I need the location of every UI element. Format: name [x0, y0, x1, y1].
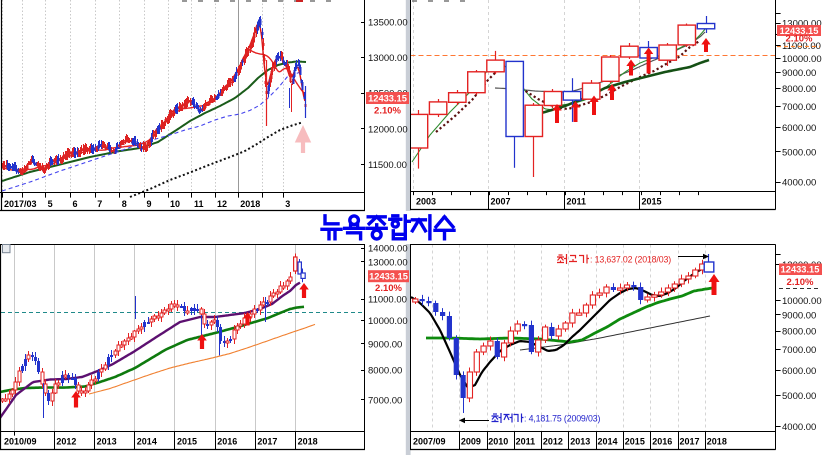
svg-text:8000.00: 8000.00: [782, 84, 816, 95]
svg-text:6000.00: 6000.00: [782, 123, 816, 134]
svg-text:7000.00: 7000.00: [782, 102, 816, 113]
svg-text:2010/09: 2010/09: [4, 437, 37, 447]
svg-text:5000.00: 5000.00: [782, 391, 816, 402]
svg-text:2013: 2013: [570, 437, 590, 447]
svg-text:2018: 2018: [240, 199, 260, 209]
svg-text:2.10%: 2.10%: [786, 34, 813, 45]
svg-text:3: 3: [285, 199, 290, 209]
svg-text:13500.00: 13500.00: [368, 18, 408, 29]
svg-text:: 13,637.02 (2018/03): : 13,637.02 (2018/03): [590, 255, 671, 265]
svg-text:12: 12: [217, 199, 227, 209]
svg-text:2009: 2009: [461, 437, 481, 447]
svg-text:9000.00: 9000.00: [782, 310, 816, 321]
svg-text:2012: 2012: [543, 437, 563, 447]
svg-text:14000.00: 14000.00: [368, 243, 408, 254]
svg-text:2018: 2018: [298, 437, 318, 447]
svg-text:6: 6: [73, 199, 78, 209]
svg-text:2.10%: 2.10%: [374, 106, 401, 117]
svg-text:4000.00: 4000.00: [782, 422, 816, 433]
svg-text:7000.00: 7000.00: [368, 395, 402, 406]
svg-text:2014: 2014: [137, 437, 157, 447]
svg-text:8000.00: 8000.00: [782, 327, 816, 338]
svg-text:12433.15: 12433.15: [368, 94, 407, 104]
svg-text:12433.15: 12433.15: [780, 26, 819, 36]
svg-text:5: 5: [48, 199, 53, 209]
svg-text:2015: 2015: [625, 437, 645, 447]
svg-text:: 4,181.75 (2009/03): : 4,181.75 (2009/03): [524, 414, 600, 424]
svg-text:2016: 2016: [217, 437, 237, 447]
svg-text:10: 10: [170, 199, 180, 209]
svg-text:12433.15: 12433.15: [781, 265, 820, 275]
svg-text:7000.00: 7000.00: [782, 345, 816, 356]
svg-text:13000.00: 13000.00: [368, 257, 408, 268]
svg-text:12433.15: 12433.15: [369, 271, 408, 281]
svg-text:2010: 2010: [488, 437, 508, 447]
svg-text:2014: 2014: [598, 437, 618, 447]
svg-text:2018: 2018: [707, 437, 727, 447]
svg-text:8: 8: [122, 199, 127, 209]
svg-text:12000.00: 12000.00: [368, 124, 408, 135]
svg-text:6000.00: 6000.00: [782, 366, 816, 377]
svg-text:2.10%: 2.10%: [787, 277, 814, 288]
svg-text:8000.00: 8000.00: [368, 366, 402, 377]
svg-text:2015: 2015: [642, 197, 662, 207]
svg-text:9000.00: 9000.00: [368, 339, 402, 350]
svg-text:13000.00: 13000.00: [368, 53, 408, 64]
svg-text:2012: 2012: [56, 437, 76, 447]
svg-text:2017/03: 2017/03: [4, 199, 37, 209]
svg-text:11500.00: 11500.00: [368, 160, 407, 171]
svg-text:10000.00: 10000.00: [782, 296, 822, 307]
svg-text:2017: 2017: [680, 437, 700, 447]
svg-text:13000.00: 13000.00: [782, 19, 822, 30]
svg-text:7: 7: [97, 199, 102, 209]
svg-text:2011: 2011: [567, 197, 587, 207]
svg-text:2007/09: 2007/09: [413, 437, 446, 447]
svg-text:2013: 2013: [97, 437, 117, 447]
svg-text:10000.00: 10000.00: [782, 54, 822, 65]
svg-text:4000.00: 4000.00: [782, 177, 816, 188]
svg-text:2016: 2016: [652, 437, 672, 447]
svg-text:2015: 2015: [177, 437, 197, 447]
svg-text:5000.00: 5000.00: [782, 147, 816, 158]
svg-text:2003: 2003: [416, 197, 436, 207]
svg-text:9000.00: 9000.00: [782, 68, 816, 79]
svg-text:10000.00: 10000.00: [368, 316, 408, 327]
svg-text:2007: 2007: [491, 197, 511, 207]
svg-text:2011: 2011: [516, 437, 536, 447]
svg-text:11000.00: 11000.00: [368, 295, 407, 306]
svg-text:9: 9: [147, 199, 152, 209]
svg-text:11: 11: [194, 199, 204, 209]
svg-text:2017: 2017: [257, 437, 277, 447]
svg-text:2.10%: 2.10%: [375, 283, 402, 294]
